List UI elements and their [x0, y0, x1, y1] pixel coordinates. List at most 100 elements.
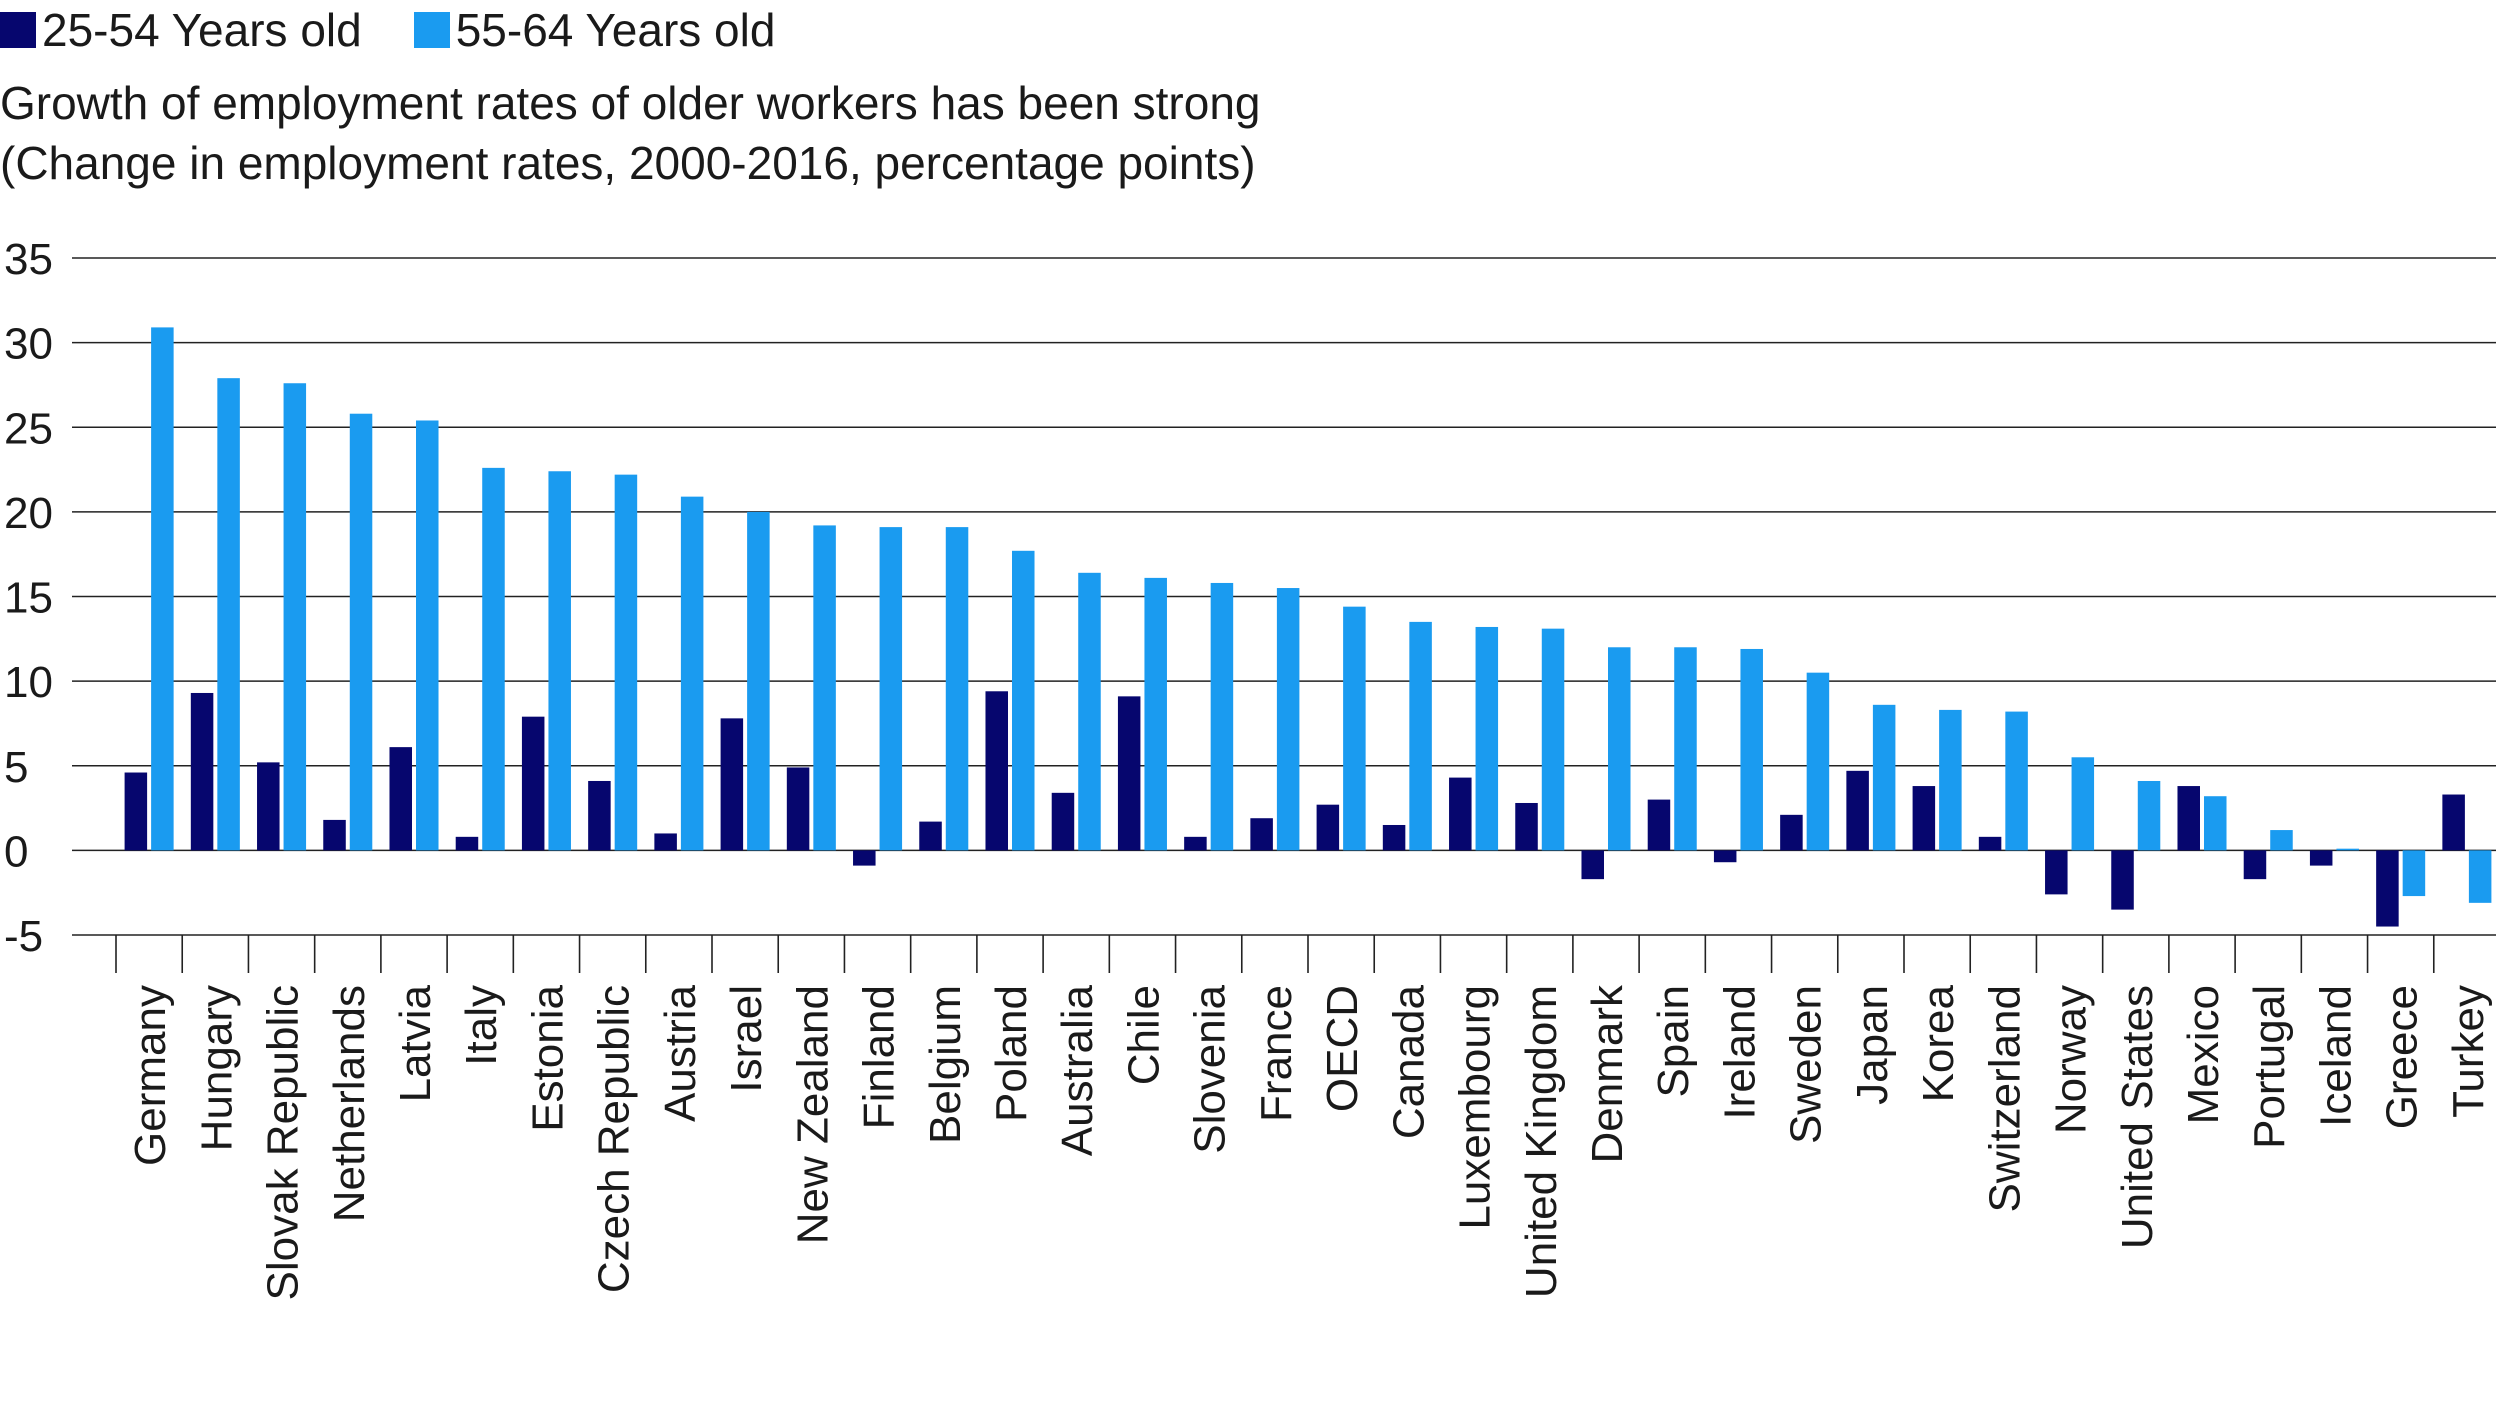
- x-tick-label: Greece: [2378, 985, 2427, 1129]
- bar-55-64: [1276, 588, 1300, 851]
- bar-55-64: [2005, 711, 2028, 851]
- bar-25-54: [323, 819, 346, 851]
- x-tick-label: Finland: [855, 985, 904, 1129]
- bar-25-54: [1117, 696, 1141, 851]
- bar-25-54: [1250, 818, 1273, 851]
- bar-55-64: [614, 474, 638, 851]
- legend-label-55-64: 55-64 Years old: [455, 4, 776, 56]
- bar-25-54: [1978, 836, 2002, 851]
- bar-55-64: [1674, 647, 1697, 851]
- bar-25-54: [2442, 794, 2465, 851]
- bar-55-64: [1541, 628, 1565, 851]
- bar-55-64: [1608, 647, 1631, 851]
- bar-25-54: [2111, 850, 2134, 910]
- bar-55-64: [879, 527, 903, 851]
- x-tick-label: Netherlands: [325, 985, 374, 1222]
- x-tick-label: Denmark: [1583, 984, 1632, 1163]
- legend-label-25-54: 25-54 Years old: [42, 4, 362, 56]
- bar-55-64: [680, 496, 704, 851]
- x-tick-label: United States: [2113, 985, 2162, 1249]
- x-tick-label: Slovenia: [1186, 984, 1235, 1153]
- bar-25-54: [190, 692, 214, 851]
- chart-title: Growth of employment rates of older work…: [0, 73, 1261, 193]
- bar-25-54: [1846, 770, 1869, 851]
- bar-25-54: [985, 691, 1008, 851]
- x-tick-label: Canada: [1384, 984, 1433, 1139]
- bar-55-64: [283, 383, 307, 851]
- y-tick-label: 20: [4, 489, 53, 538]
- x-tick-label: Japan: [1848, 985, 1897, 1105]
- legend-swatch-55-64: [413, 12, 450, 48]
- bar-25-54: [1316, 804, 1340, 851]
- bar-25-54: [2177, 786, 2200, 851]
- x-tick-label: Belgium: [921, 985, 970, 1144]
- x-tick-label: Australia: [1053, 984, 1102, 1156]
- y-tick-label: 0: [4, 827, 28, 876]
- bar-25-54: [1912, 786, 1936, 851]
- bar-25-54: [521, 716, 545, 851]
- x-tick-label: Portugal: [2245, 985, 2294, 1149]
- y-tick-label: 10: [4, 658, 53, 707]
- y-tick-label: 35: [4, 235, 53, 284]
- bar-25-54: [1780, 814, 1803, 851]
- x-tick-label: OECD: [1318, 985, 1367, 1112]
- y-tick-label: 15: [4, 574, 53, 623]
- bar-25-54: [1713, 850, 1737, 863]
- x-tick-label: Slovak Republic: [259, 985, 308, 1301]
- x-tick-label: Korea: [1914, 984, 1963, 1102]
- bar-25-54: [588, 780, 611, 851]
- bar-55-64: [2468, 850, 2492, 903]
- bar-55-64: [747, 511, 770, 851]
- bar-25-54: [2243, 850, 2267, 880]
- bar-55-64: [945, 527, 969, 851]
- y-tick-label: 30: [4, 320, 53, 369]
- bar-55-64: [1409, 621, 1432, 851]
- x-tick-label: Chile: [1119, 985, 1168, 1085]
- y-tick-label: -5: [4, 912, 43, 961]
- bar-55-64: [416, 420, 439, 851]
- bar-55-64: [1343, 606, 1366, 851]
- bar-55-64: [2137, 780, 2161, 851]
- legend-swatch-25-54: [0, 12, 36, 48]
- bar-25-54: [455, 836, 479, 851]
- bar-55-64: [1475, 626, 1499, 851]
- bar-25-54: [1382, 824, 1406, 851]
- bar-55-64: [217, 378, 240, 851]
- bar-55-64: [1740, 648, 1763, 851]
- bar-25-54: [1515, 802, 1538, 851]
- bar-55-64: [151, 327, 174, 851]
- bar-25-54: [853, 850, 876, 866]
- bar-55-64: [2402, 850, 2426, 897]
- bar-55-64: [2336, 848, 2359, 851]
- x-tick-label: Czech Republic: [590, 985, 639, 1293]
- bar-55-64: [349, 413, 373, 851]
- bar-25-54: [2376, 850, 2399, 927]
- legend-item-55-64[interactable]: 55-64 Years old: [413, 2, 776, 58]
- bar-25-54: [1051, 792, 1075, 851]
- bar-25-54: [257, 762, 280, 851]
- bar-55-64: [548, 471, 571, 851]
- x-tick-label: Turkey: [2444, 985, 2493, 1118]
- x-tick-label: Estonia: [523, 984, 572, 1131]
- bar-25-54: [786, 767, 810, 851]
- x-tick-label: Sweden: [1782, 985, 1831, 1144]
- legend: 25-54 Years old 55-64 Years old: [0, 2, 827, 58]
- chart-subtitle: (Change in employment rates, 2000-2016, …: [0, 137, 1256, 189]
- legend-item-25-54[interactable]: 25-54 Years old: [0, 2, 362, 58]
- x-tick-label: Israel: [722, 985, 771, 1093]
- bar-55-64: [813, 525, 836, 851]
- bar-25-54: [2309, 850, 2333, 866]
- x-tick-label: Mexico: [2179, 985, 2228, 1124]
- bar-25-54: [720, 718, 744, 851]
- x-tick-label: New Zealand: [788, 985, 837, 1244]
- x-tick-label: Spain: [1649, 985, 1698, 1098]
- bar-55-64: [1939, 709, 1962, 851]
- bar-55-64: [1144, 577, 1167, 851]
- x-tick-label: Luxembourg: [1451, 985, 1500, 1230]
- x-tick-label: Latvia: [391, 984, 440, 1102]
- x-tick-label: Poland: [987, 985, 1036, 1122]
- x-tick-label: Germany: [126, 985, 175, 1166]
- chart-title-line1: Growth of employment rates of older work…: [0, 77, 1261, 129]
- bar-25-54: [1449, 777, 1472, 851]
